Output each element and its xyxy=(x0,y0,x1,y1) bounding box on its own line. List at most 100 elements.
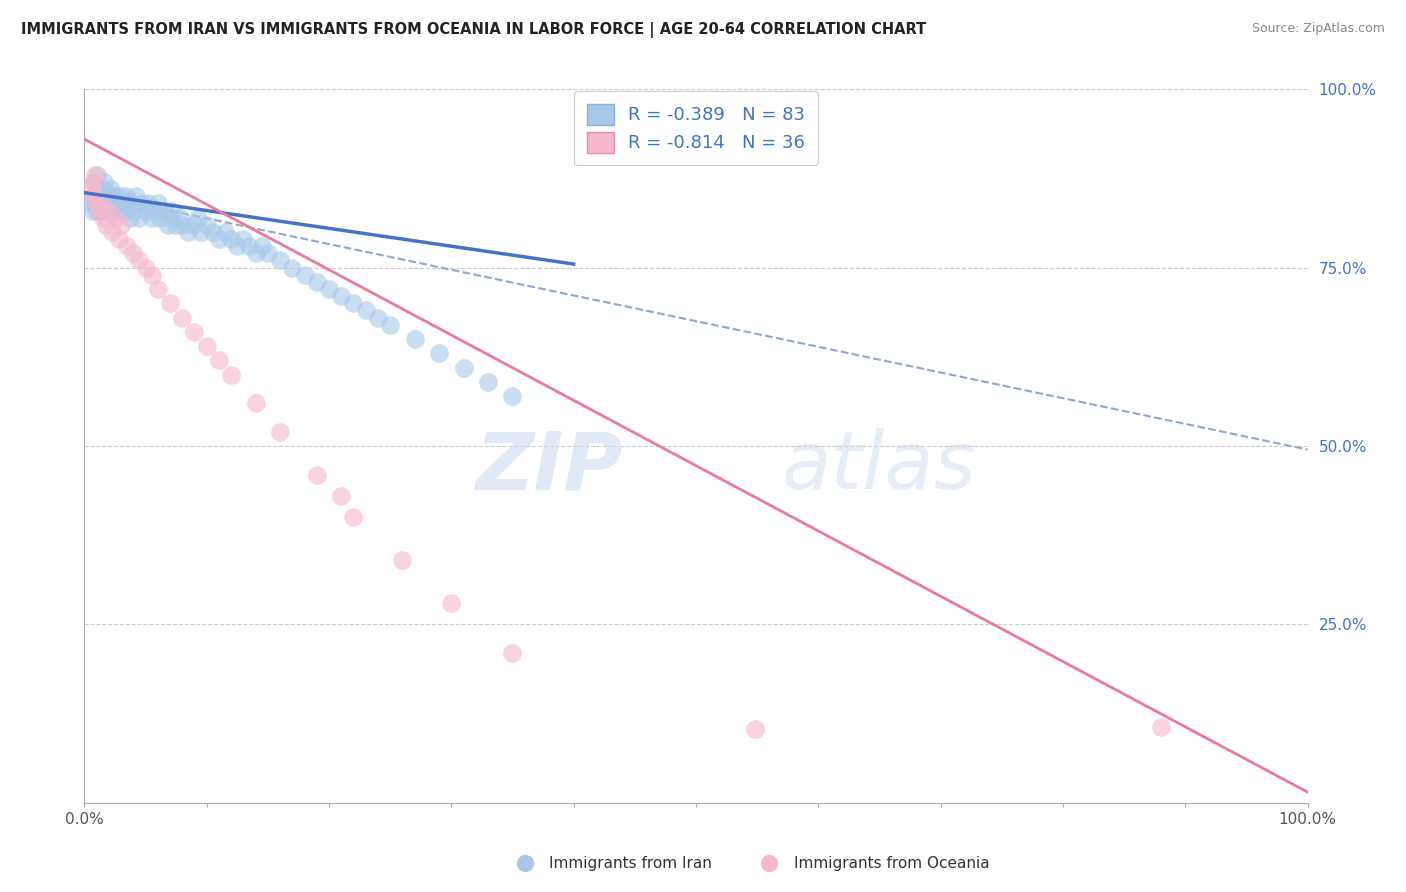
Point xyxy=(257,246,280,260)
Point xyxy=(342,510,364,524)
Point xyxy=(83,175,105,189)
Point xyxy=(107,232,129,246)
Point xyxy=(90,196,112,211)
Text: atlas: atlas xyxy=(782,428,976,507)
Point xyxy=(97,196,120,211)
Point xyxy=(94,189,117,203)
Point xyxy=(135,260,157,275)
Point xyxy=(115,239,138,253)
Point xyxy=(162,203,184,218)
Point xyxy=(141,268,163,282)
Point xyxy=(105,196,128,211)
Point xyxy=(128,211,150,225)
Point xyxy=(190,225,212,239)
Point xyxy=(172,218,194,232)
Point xyxy=(318,282,340,296)
Point xyxy=(183,218,205,232)
Point xyxy=(104,203,127,218)
Point xyxy=(110,218,132,232)
Point xyxy=(90,189,112,203)
Point xyxy=(281,260,304,275)
Point xyxy=(146,282,169,296)
Point xyxy=(97,189,120,203)
Point xyxy=(214,225,236,239)
Point xyxy=(120,196,142,211)
Point xyxy=(744,723,766,737)
Point xyxy=(269,253,291,268)
Text: ZIP: ZIP xyxy=(475,428,623,507)
Point xyxy=(131,196,153,211)
Point xyxy=(159,296,181,310)
Point xyxy=(141,211,163,225)
Point xyxy=(294,268,316,282)
Point xyxy=(107,203,129,218)
Point xyxy=(135,203,157,218)
Point xyxy=(477,375,499,389)
Point xyxy=(172,310,194,325)
Point xyxy=(97,203,120,218)
Point xyxy=(100,182,122,196)
Point xyxy=(110,189,132,203)
Point xyxy=(91,196,114,211)
Point xyxy=(82,175,104,189)
Point xyxy=(87,189,110,203)
Point xyxy=(219,232,242,246)
Point xyxy=(96,218,118,232)
Point xyxy=(177,225,200,239)
Point xyxy=(305,275,328,289)
Point xyxy=(96,196,118,211)
Point xyxy=(93,203,115,218)
Point xyxy=(97,203,120,218)
Point xyxy=(84,168,107,182)
Point xyxy=(149,211,172,225)
Point xyxy=(165,218,187,232)
Point xyxy=(156,218,179,232)
Point xyxy=(380,318,402,332)
Point xyxy=(86,196,108,211)
Point xyxy=(269,425,291,439)
Point xyxy=(195,218,218,232)
Point xyxy=(105,189,128,203)
Point xyxy=(404,332,426,346)
Text: Immigrants from Iran: Immigrants from Iran xyxy=(550,856,711,871)
Point xyxy=(250,239,273,253)
Point xyxy=(87,196,110,211)
Point xyxy=(83,189,105,203)
Point xyxy=(183,325,205,339)
Point xyxy=(128,253,150,268)
Point xyxy=(305,467,328,482)
Point xyxy=(122,246,145,260)
Text: Immigrants from Oceania: Immigrants from Oceania xyxy=(794,856,990,871)
Point xyxy=(118,211,141,225)
Point xyxy=(84,196,107,211)
Point xyxy=(103,196,125,211)
Point xyxy=(187,211,209,225)
Point xyxy=(111,196,134,211)
Point xyxy=(101,225,124,239)
Point xyxy=(232,232,254,246)
Legend: R = -0.389   N = 83, R = -0.814   N = 36: R = -0.389 N = 83, R = -0.814 N = 36 xyxy=(574,91,818,165)
Point xyxy=(100,203,122,218)
Point xyxy=(115,189,138,203)
Point xyxy=(115,196,138,211)
Point xyxy=(91,182,114,196)
Point xyxy=(208,353,231,368)
Point xyxy=(330,289,353,303)
Point xyxy=(758,856,780,871)
Text: Source: ZipAtlas.com: Source: ZipAtlas.com xyxy=(1251,22,1385,36)
Point xyxy=(86,203,108,218)
Point xyxy=(219,368,242,382)
Point xyxy=(453,360,475,375)
Point xyxy=(502,389,524,403)
Point xyxy=(201,225,224,239)
Point xyxy=(122,203,145,218)
Point xyxy=(125,189,148,203)
Point xyxy=(82,203,104,218)
Point xyxy=(330,489,353,503)
Point xyxy=(159,211,181,225)
Point xyxy=(143,203,166,218)
Point xyxy=(502,646,524,660)
Point xyxy=(79,196,101,211)
Point xyxy=(208,232,231,246)
Point xyxy=(79,182,101,196)
